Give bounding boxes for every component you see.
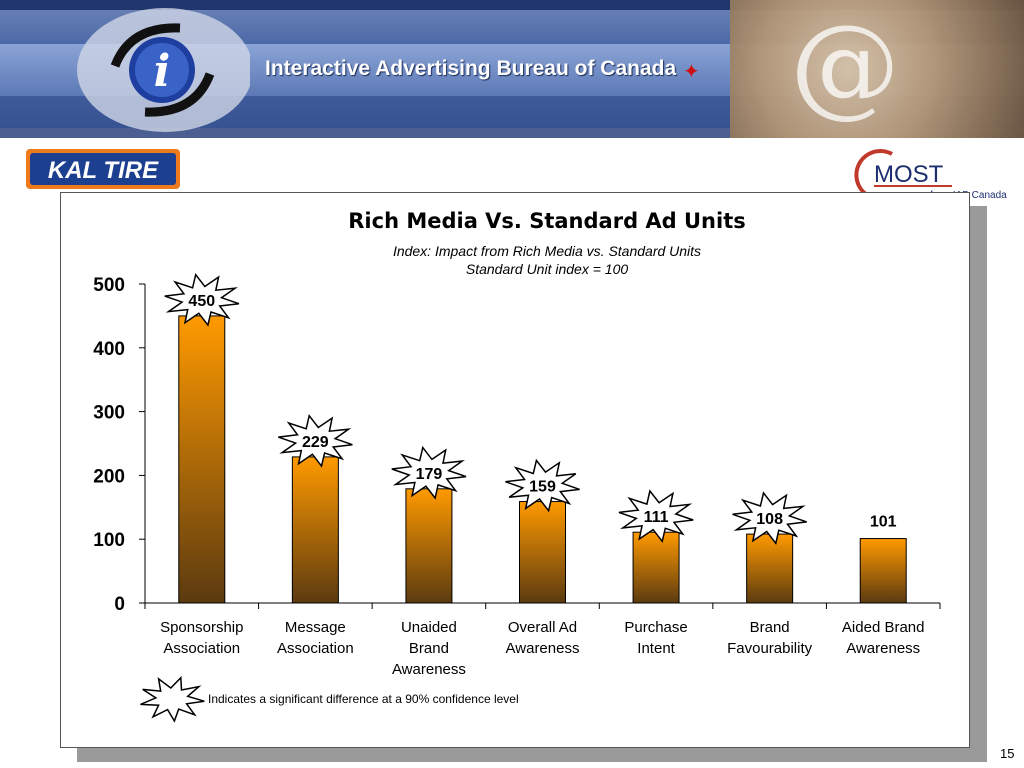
bar: [178, 315, 226, 604]
iab-logo: i: [77, 8, 250, 132]
chart-subtitle-line-2: Standard Unit index = 100: [466, 261, 628, 277]
bar-chart: Rich Media Vs. Standard Ad Units Index: …: [93, 209, 941, 723]
category-label: Brand: [409, 640, 449, 657]
category-label: Intent: [637, 640, 675, 657]
page-number: 15: [1000, 746, 1015, 761]
kal-logo-text: KAL TIRE: [48, 157, 159, 184]
starburst-icon: [618, 489, 694, 543]
plot-area: 0 100 200 300 400 500 450 Sponsorship Associatio…: [93, 272, 941, 678]
starburst-icon: [732, 491, 807, 546]
kal-tire-logo: KAL TIRE: [26, 149, 180, 189]
cmost-logo-text: MOST: [874, 161, 944, 188]
category-label: Brand: [750, 619, 790, 636]
starburst-icon: [164, 272, 240, 327]
header-banner: @ Interactive Advertising Bureau of Cana…: [0, 0, 1024, 138]
banner-photo: [730, 0, 1024, 138]
y-tick-label: 100: [93, 530, 125, 551]
org-name: Interactive Advertising Bureau of Canada: [265, 57, 677, 80]
at-sign-icon: @: [790, 1, 900, 129]
starburst-icon: [391, 445, 467, 500]
chart-title: Rich Media Vs. Standard Ad Units: [348, 209, 746, 233]
y-tick-label: 300: [93, 403, 125, 424]
category-label: Unaided: [401, 619, 457, 636]
starburst-icon: [278, 413, 353, 468]
data-label: 229: [302, 434, 329, 451]
y-tick-label: 0: [114, 594, 125, 615]
data-label: 101: [870, 514, 897, 531]
y-tick-label: 500: [93, 275, 125, 296]
bar: [632, 531, 680, 604]
category-label: Awareness: [846, 640, 920, 657]
maple-leaf-icon: ✦: [683, 61, 700, 83]
category-label: Association: [277, 640, 354, 657]
bar: [405, 488, 453, 604]
significance-note: Indicates a significant difference at a …: [140, 675, 519, 723]
bar: [746, 533, 794, 604]
data-label: 108: [756, 511, 783, 528]
category-label: Purchase: [624, 619, 687, 636]
starburst-icon: [140, 675, 205, 723]
starburst-icon: [505, 458, 580, 513]
bar: [291, 456, 339, 604]
data-label: 159: [529, 479, 556, 496]
banner-bottom-stripe: [0, 128, 1024, 138]
data-label: 450: [188, 293, 215, 310]
chart-subtitle-line-1: Index: Impact from Rich Media vs. Standa…: [393, 243, 701, 259]
category-label: Favourability: [727, 640, 813, 657]
y-tick-label: 200: [93, 466, 125, 487]
category-label: Message: [285, 619, 346, 636]
data-label: 111: [644, 509, 669, 526]
bar: [519, 501, 566, 604]
category-label: Association: [163, 640, 240, 657]
legend-note: Indicates a significant difference at a …: [208, 692, 519, 706]
category-label: Sponsorship: [160, 619, 243, 636]
category-label: Awareness: [392, 661, 466, 678]
data-label: 179: [416, 466, 443, 483]
svg-text:i: i: [154, 46, 171, 97]
category-label: Overall Ad: [508, 619, 577, 636]
banner-top-stripe: [0, 0, 1024, 10]
category-label: Awareness: [506, 640, 580, 657]
category-label: Aided Brand: [842, 619, 925, 636]
bar: [859, 538, 907, 604]
y-tick-label: 400: [93, 339, 125, 360]
